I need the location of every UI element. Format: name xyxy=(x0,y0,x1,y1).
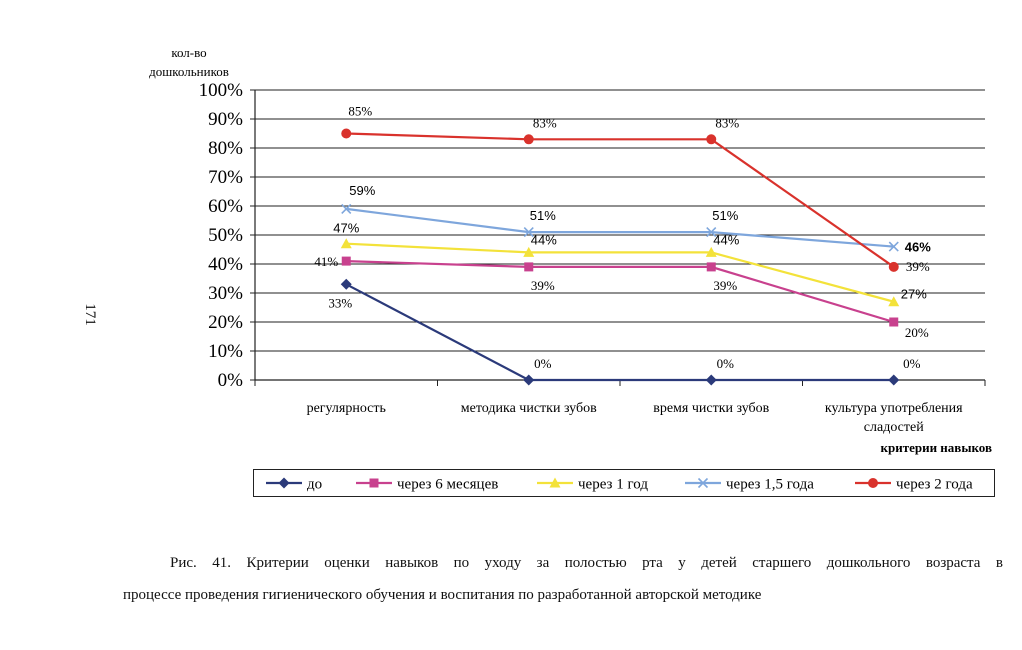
legend-item: через 1,5 года xyxy=(685,477,814,493)
legend-label: через 1,5 года xyxy=(726,477,814,493)
data-point xyxy=(706,134,717,145)
series-line xyxy=(345,283,894,382)
legend-item: через 6 месяцев xyxy=(356,477,498,493)
data-point xyxy=(888,241,899,252)
data-label: 44% xyxy=(713,232,739,247)
y-axis-title: кол-во xyxy=(171,45,206,60)
legend-marker xyxy=(278,477,290,489)
data-point xyxy=(524,262,534,272)
data-label: 46% xyxy=(905,240,931,255)
data-point xyxy=(706,262,716,272)
legend-marker xyxy=(369,478,379,488)
caption-line-2: процессе проведения гигиенического обуче… xyxy=(123,587,762,603)
legend-item: до xyxy=(266,477,322,493)
y-tick-label: 30% xyxy=(208,283,243,304)
legend-label: через 6 месяцев xyxy=(397,477,498,493)
data-point xyxy=(341,128,352,139)
legend-marker xyxy=(697,477,709,489)
data-point xyxy=(705,374,717,386)
data-label: 39% xyxy=(713,278,737,293)
y-tick-label: 100% xyxy=(199,80,244,101)
y-tick-label: 50% xyxy=(208,225,243,246)
data-point xyxy=(341,256,351,266)
legend-label: до xyxy=(307,477,322,493)
data-point xyxy=(341,203,352,214)
x-axis-title: критерии навыков xyxy=(880,440,992,455)
chart-legend: до через 6 месяцев через 1 год через 1,5 го… xyxy=(253,469,995,497)
x-tick-label: регулярность xyxy=(307,401,386,416)
data-label: 33% xyxy=(328,295,352,310)
y-tick-label: 40% xyxy=(208,254,243,275)
y-tick-label: 10% xyxy=(208,341,243,362)
data-point xyxy=(523,134,534,145)
data-label: 0% xyxy=(717,356,735,371)
data-label: 39% xyxy=(531,278,555,293)
line-chart: 0% 10% 20% 30% 40% 50% 60% 70% 80% 90% 100% регуляр… xyxy=(149,45,992,455)
data-label: 51% xyxy=(530,208,556,223)
data-label: 0% xyxy=(903,356,921,371)
data-label: 83% xyxy=(715,115,739,130)
data-label: 47% xyxy=(333,221,359,236)
data-label: 41% xyxy=(314,254,338,269)
series-line xyxy=(346,242,895,303)
data-point xyxy=(888,296,900,307)
data-point xyxy=(706,227,717,238)
data-point xyxy=(523,246,535,257)
data-point xyxy=(889,317,899,327)
data-label: 51% xyxy=(712,208,738,223)
data-point xyxy=(888,374,900,386)
x-tick-label: сладостей xyxy=(864,420,924,435)
data-label: 44% xyxy=(531,232,557,247)
data-point xyxy=(705,246,717,257)
data-label: 59% xyxy=(349,183,375,198)
data-label: 27% xyxy=(901,287,927,302)
y-tick-label: 90% xyxy=(208,109,243,130)
data-point xyxy=(523,227,534,238)
caption-line-1: Рис. 41. Критерии оценки навыков по уход… xyxy=(170,555,1003,571)
y-tick-label: 60% xyxy=(208,196,243,217)
legend-label: через 2 года xyxy=(896,477,973,493)
x-tick-label: культура употребления xyxy=(825,401,963,416)
y-tick-label: 0% xyxy=(218,370,244,391)
x-tick-label: методика чистки зубов xyxy=(461,401,597,416)
series-line xyxy=(346,260,895,324)
series-line xyxy=(346,132,895,268)
data-point xyxy=(340,238,352,249)
data-label: 83% xyxy=(533,115,557,130)
legend-marker xyxy=(549,477,561,488)
series-line xyxy=(346,207,894,248)
data-label: 0% xyxy=(534,356,552,371)
y-tick-label: 80% xyxy=(208,138,243,159)
y-tick-label: 20% xyxy=(208,312,243,333)
data-point xyxy=(888,261,899,272)
data-label: 85% xyxy=(348,104,372,119)
data-label: 39% xyxy=(906,259,930,274)
x-tick-label: время чистки зубов xyxy=(653,401,769,416)
y-axis-title: дошкольников xyxy=(149,64,229,79)
legend-item: через 2 года xyxy=(855,477,973,493)
figure-caption: Рис. 41. Критерии оценки навыков по уход… xyxy=(123,547,1003,611)
data-label: 20% xyxy=(905,325,929,340)
y-tick-label: 70% xyxy=(208,167,243,188)
legend-marker xyxy=(868,478,878,488)
data-point xyxy=(340,278,352,290)
data-point xyxy=(523,374,535,386)
legend-item: через 1 год xyxy=(537,477,648,493)
legend-label: через 1 год xyxy=(578,477,648,493)
